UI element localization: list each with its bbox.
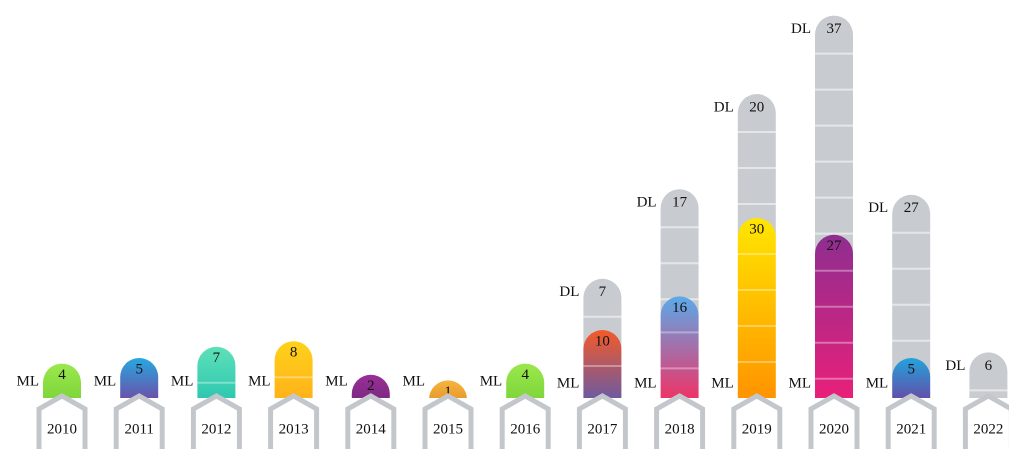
year-badge — [654, 393, 706, 449]
x-tick-label: 2016 — [510, 421, 541, 437]
ml-value-label: 1 — [444, 384, 452, 400]
ml-label: ML — [866, 375, 889, 391]
year-badge — [808, 393, 860, 449]
x-tick-label: 2021 — [896, 421, 926, 437]
ml-value-label: 8 — [290, 345, 298, 361]
x-tick-label: 2020 — [819, 421, 849, 437]
year-badge — [499, 393, 551, 449]
dl-bar — [583, 278, 622, 349]
ml-bar — [660, 296, 699, 398]
ml-value-label: 7 — [213, 350, 221, 366]
ml-bar — [43, 363, 81, 398]
year-badge — [576, 393, 628, 449]
ml-value-label: 10 — [595, 333, 610, 349]
ml-value-label: 4 — [521, 367, 529, 383]
ml-label: ML — [325, 373, 348, 389]
ml-label: ML — [789, 375, 812, 391]
ml-bar — [815, 234, 853, 398]
dl-bar — [815, 15, 853, 254]
ml-value-label: 30 — [749, 221, 764, 237]
dl-label: DL — [791, 21, 811, 37]
ml-bar — [351, 374, 390, 398]
dl-bar — [737, 94, 776, 237]
dl-value-label: 7 — [599, 284, 607, 300]
x-tick-label: 2010 — [47, 421, 77, 437]
ml-label: ML — [480, 373, 503, 389]
dl-label: DL — [637, 195, 657, 211]
x-tick-label: 2012 — [201, 421, 231, 437]
x-tick-label: 2018 — [665, 421, 695, 437]
dl-label: DL — [559, 284, 579, 300]
dl-label: DL — [714, 99, 734, 115]
x-tick-label: 2013 — [279, 421, 309, 437]
year-badge — [113, 393, 165, 449]
ml-label: ML — [248, 373, 271, 389]
ml-bar — [274, 341, 313, 398]
ml-bar — [892, 358, 931, 398]
x-tick-label: 2015 — [433, 421, 463, 437]
dl-bar — [892, 194, 931, 377]
year-badge — [731, 393, 783, 449]
dl-value-label: 20 — [749, 99, 764, 115]
ml-label: ML — [171, 373, 194, 389]
dl-label: DL — [868, 200, 888, 216]
x-tick-label: 2022 — [973, 421, 1003, 437]
dl-value-label: 17 — [672, 195, 688, 211]
x-tick-label: 2014 — [356, 421, 387, 437]
dl-value-label: 37 — [827, 21, 843, 37]
year-badge — [345, 393, 397, 449]
dl-value-label: 6 — [985, 358, 993, 374]
year-badge — [885, 393, 937, 449]
dl-label: DL — [945, 358, 965, 374]
ml-value-label: 27 — [827, 238, 843, 254]
ml-label: ML — [403, 373, 426, 389]
ml-value-label: 2 — [367, 378, 375, 394]
dl-bar — [969, 352, 1008, 398]
year-badge — [268, 393, 320, 449]
ml-label: ML — [634, 375, 657, 391]
ml-label: ML — [17, 373, 40, 389]
ml-label: ML — [711, 375, 734, 391]
ml-bar — [737, 218, 776, 398]
x-tick-label: 2017 — [587, 421, 618, 437]
ml-label: ML — [94, 373, 117, 389]
ml-bar — [197, 346, 236, 398]
year-badge — [36, 393, 88, 449]
ml-value-label: 5 — [907, 361, 915, 377]
x-tick-label: 2019 — [742, 421, 772, 437]
ml-bar — [583, 330, 622, 398]
year-badge — [962, 393, 1009, 449]
ml-value-label: 16 — [672, 300, 688, 316]
ml-bar — [506, 363, 545, 398]
ml-bar — [429, 380, 467, 400]
ml-label: ML — [557, 375, 580, 391]
x-tick-label: 2011 — [124, 421, 153, 437]
year-badge — [422, 393, 474, 449]
year-badge — [190, 393, 242, 449]
ml-bar — [120, 358, 159, 398]
ml-value-label: 4 — [58, 367, 66, 383]
dl-value-label: 27 — [904, 200, 920, 216]
ml-value-label: 5 — [135, 361, 143, 377]
dl-bar — [660, 189, 699, 316]
